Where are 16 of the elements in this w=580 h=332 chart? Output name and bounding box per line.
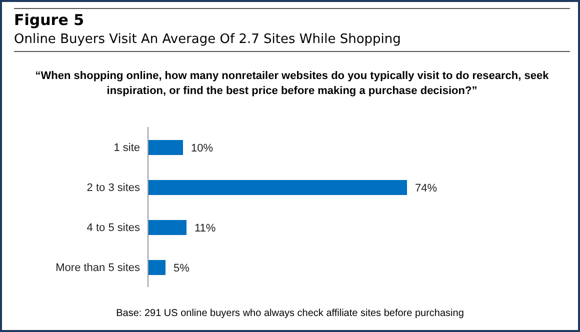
data-label: 10%	[191, 142, 214, 154]
bar	[148, 220, 186, 235]
data-label: 74%	[415, 182, 438, 194]
y-tick-label: 1 site	[114, 142, 140, 154]
data-label: 5%	[174, 262, 190, 274]
data-label: 11%	[194, 222, 216, 234]
bar	[148, 180, 407, 195]
text: “When shopping online, how many nonretailer websites do you typically visit to do research, seek inspiration, or find the best price before making a purchase decision?”	[34, 69, 550, 99]
y-tick-label: 4 to 5 sites	[86, 222, 140, 234]
y-tick-label: More than 5 sites	[56, 262, 140, 274]
text: Base: 291 US online buyers who always check affiliate sites before purchasing	[115, 308, 465, 319]
y-tick-label: 2 to 3 sites	[86, 182, 140, 194]
chart-title: Figure 5	[14, 11, 84, 29]
bar	[148, 140, 183, 155]
bar	[148, 260, 166, 275]
chart-subtitle: Online Buyers Visit An Average Of 2.7 Sites While Shopping	[14, 32, 401, 47]
